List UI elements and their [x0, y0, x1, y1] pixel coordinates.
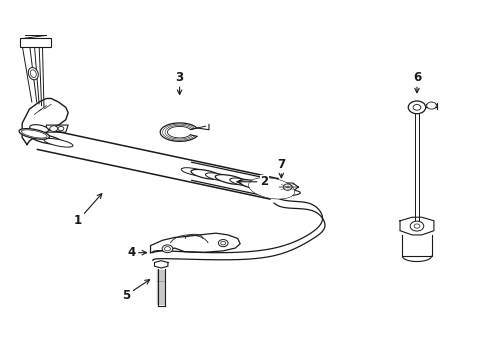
Ellipse shape [258, 184, 286, 193]
Text: 4: 4 [127, 246, 147, 259]
Circle shape [162, 245, 173, 253]
Text: 3: 3 [175, 71, 184, 94]
Ellipse shape [31, 134, 62, 144]
Ellipse shape [248, 177, 295, 199]
Text: 5: 5 [122, 280, 149, 302]
Circle shape [414, 224, 420, 228]
Ellipse shape [205, 173, 231, 181]
Circle shape [219, 239, 228, 247]
Ellipse shape [230, 178, 255, 186]
Text: 6: 6 [413, 71, 421, 93]
Circle shape [283, 184, 292, 190]
Ellipse shape [181, 168, 207, 176]
Circle shape [427, 102, 437, 109]
Ellipse shape [215, 175, 245, 184]
Circle shape [410, 221, 424, 231]
Ellipse shape [19, 129, 49, 139]
Ellipse shape [254, 182, 289, 195]
Ellipse shape [254, 183, 280, 192]
Ellipse shape [275, 190, 300, 195]
Ellipse shape [250, 179, 293, 198]
Ellipse shape [28, 68, 38, 80]
Ellipse shape [30, 125, 49, 132]
Text: 7: 7 [277, 158, 285, 178]
Ellipse shape [22, 130, 47, 138]
Ellipse shape [44, 139, 73, 147]
Circle shape [165, 247, 171, 251]
Ellipse shape [30, 70, 36, 77]
Circle shape [58, 126, 64, 131]
FancyBboxPatch shape [20, 38, 51, 47]
Ellipse shape [240, 180, 270, 190]
Circle shape [413, 104, 421, 110]
Text: 1: 1 [74, 194, 102, 227]
Circle shape [50, 126, 57, 131]
Ellipse shape [191, 170, 221, 179]
Circle shape [221, 241, 225, 245]
Circle shape [408, 101, 426, 114]
Text: 2: 2 [237, 175, 269, 188]
